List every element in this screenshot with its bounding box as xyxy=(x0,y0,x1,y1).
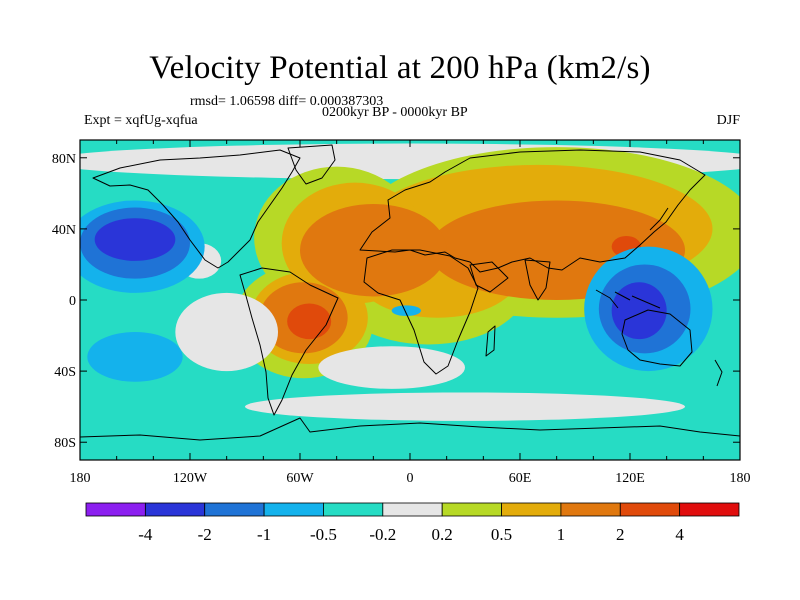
y-tick-label: 0 xyxy=(69,294,76,309)
field-sa-3 xyxy=(287,303,332,340)
x-tick-label: 180 xyxy=(70,471,91,486)
field-southpac-neg xyxy=(87,332,183,382)
colorbar-label: 4 xyxy=(675,525,684,544)
field-atl-eq-neg xyxy=(391,305,422,316)
x-tick-label: 120E xyxy=(615,471,645,486)
colorbar-label: 0.2 xyxy=(432,525,453,544)
colorbar-swatch xyxy=(501,502,562,517)
colorbar-label: -0.5 xyxy=(310,525,337,544)
colorbar-swatch xyxy=(204,502,265,517)
colorbar-label: -0.2 xyxy=(369,525,396,544)
colorbar-label: -4 xyxy=(138,525,153,544)
season-label: DJF xyxy=(716,113,740,128)
field-white-southatl xyxy=(318,346,465,389)
y-axis: 80N 40N 0 40S 80S xyxy=(52,152,740,451)
x-tick-label: 0 xyxy=(407,471,414,486)
experiment-label: Expt = xqfUg-xqfua xyxy=(84,113,198,128)
contour-field xyxy=(80,140,740,460)
colorbar-label: -2 xyxy=(198,525,212,544)
period-label: 0200kyr BP - 0000kyr BP xyxy=(322,105,468,120)
y-tick-label: 80N xyxy=(52,152,76,167)
field-white-southocean xyxy=(245,392,685,421)
chart-title: Velocity Potential at 200 hPa (km2/s) xyxy=(149,50,651,86)
colorbar-swatch xyxy=(323,502,384,517)
field-maritime-neg3 xyxy=(611,282,667,340)
colorbar-swatch xyxy=(263,502,324,517)
colorbar-label: 0.5 xyxy=(491,525,512,544)
field-pacific-neg3 xyxy=(94,218,176,261)
colorbar-label: 1 xyxy=(557,525,566,544)
colorbar-label: -1 xyxy=(257,525,271,544)
colorbar-swatch xyxy=(679,502,740,517)
x-tick-label: 120W xyxy=(173,471,208,486)
x-tick-label: 60E xyxy=(509,471,532,486)
y-tick-label: 80S xyxy=(54,436,76,451)
stats-text: rmsd= 1.06598 diff= 0.000387303 xyxy=(190,94,384,109)
colorbar-label: 2 xyxy=(616,525,625,544)
x-axis: 180 120W 60W 0 60E 120E 180 xyxy=(70,140,751,486)
field-atlantic-2 xyxy=(300,204,447,297)
x-tick-label: 180 xyxy=(730,471,751,486)
colorbar: -4 -2 -1 -0.5 -0.2 0.2 0.5 1 2 4 xyxy=(85,502,740,544)
field-white-southpac xyxy=(175,292,278,372)
y-tick-label: 40N xyxy=(52,223,76,238)
x-tick-label: 60W xyxy=(286,471,314,486)
colorbar-swatch xyxy=(382,502,443,517)
coastlines xyxy=(80,144,740,441)
colorbar-swatch xyxy=(85,502,146,517)
colorbar-swatch xyxy=(441,502,502,517)
colorbar-swatch xyxy=(144,502,206,517)
colorbar-swatch xyxy=(619,502,681,517)
y-tick-label: 40S xyxy=(54,365,76,380)
colorbar-swatch xyxy=(560,502,621,517)
